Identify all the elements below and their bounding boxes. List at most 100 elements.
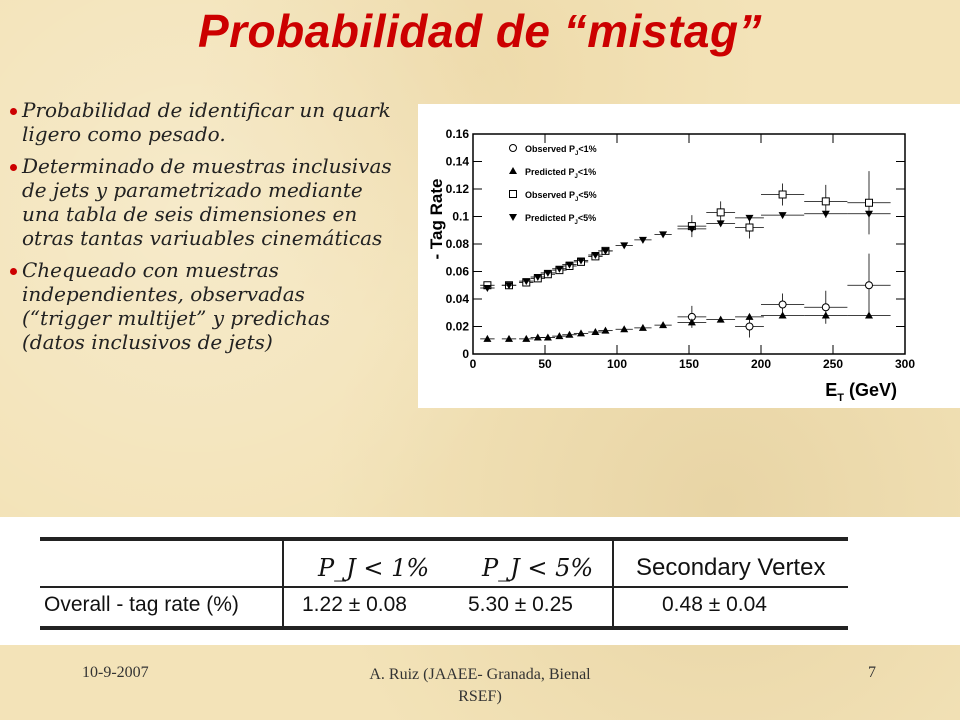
table-rule-mid xyxy=(40,586,848,588)
data-point xyxy=(565,261,574,269)
row-label: Overall - tag rate (%) xyxy=(44,593,239,616)
header-pj5: P_J < 5% xyxy=(482,554,593,583)
header-pj5-text: P_J < 5% xyxy=(482,554,594,582)
data-point xyxy=(591,252,600,259)
data-point xyxy=(865,281,873,290)
y-tick-label: 0 xyxy=(462,347,469,361)
data-point xyxy=(821,197,830,206)
y-tick-label: 0.04 xyxy=(446,292,470,306)
data-point xyxy=(716,208,725,217)
bullet-item: Determinado de muestras inclusivas de je… xyxy=(10,154,398,250)
data-point xyxy=(620,242,629,250)
x-tick-label: 300 xyxy=(895,357,915,371)
data-point xyxy=(601,326,610,334)
x-tick-label: 0 xyxy=(470,357,477,371)
y-tick-label: 0.08 xyxy=(446,237,470,251)
data-point xyxy=(543,269,552,277)
data-point xyxy=(522,334,531,342)
y-axis-label: - Tag Rate xyxy=(427,179,446,260)
header-pj1: P_J < 1% xyxy=(318,554,429,583)
bullet-text: Determinado de muestras inclusivas de je… xyxy=(22,154,392,250)
y-tick-label: 0.14 xyxy=(446,155,470,169)
data-point xyxy=(865,198,873,207)
chart-svg: 0 0.02 0.04 0.06 0.08 0.1 0.12 0.14 0.16 0 50 100 15… xyxy=(427,127,915,404)
data-point xyxy=(716,220,725,228)
table-rule-top xyxy=(40,537,848,541)
legend-label: Observed PJ<1% xyxy=(525,144,597,157)
legend-marker xyxy=(509,144,517,152)
data-point xyxy=(778,311,787,319)
data-point xyxy=(745,312,754,320)
bullet-item: Probabilidad de identificar un quark lig… xyxy=(10,98,398,146)
legend-marker xyxy=(509,214,517,221)
bullet-item: Chequeado con muestras independientes, o… xyxy=(10,258,398,354)
data-point xyxy=(778,212,787,220)
data-point xyxy=(687,225,696,233)
data-point xyxy=(591,328,600,335)
data-point xyxy=(543,333,552,341)
x-axis-label: ET (GeV) xyxy=(825,380,897,404)
bullet-dot-icon xyxy=(10,108,17,115)
tag-rate-chart: 0 0.02 0.04 0.06 0.08 0.1 0.12 0.14 0.16 0 50 100 15… xyxy=(418,104,960,408)
x-tick-label: 250 xyxy=(823,357,843,371)
row-pj5-value: 5.30 ± 0.25 xyxy=(468,593,573,616)
footer-date: 10-9-2007 xyxy=(82,664,149,681)
footer-author: A. Ruiz (JAAEE- Granada, Bienal RSEF) xyxy=(330,664,630,708)
data-point xyxy=(483,334,492,342)
header-pj1-text: P_J < 1% xyxy=(318,554,430,582)
slide-title: Probabilidad de “mistag” xyxy=(197,5,763,57)
table-divider xyxy=(612,541,614,626)
legend-label: Predicted PJ<5% xyxy=(525,213,596,226)
data-point xyxy=(821,303,830,312)
data-point xyxy=(533,333,542,341)
bullet-text: Probabilidad de identificar un quark lig… xyxy=(22,98,391,146)
header-secondary-vertex: Secondary Vertex xyxy=(636,554,826,581)
data-point xyxy=(659,231,668,239)
data-point xyxy=(505,334,513,342)
data-point xyxy=(745,214,754,222)
data-point xyxy=(565,330,574,338)
y-tick-label: 0.02 xyxy=(446,320,470,334)
data-point xyxy=(620,325,629,333)
data-point xyxy=(577,329,585,337)
data-point xyxy=(533,274,542,281)
y-tick-label: 0.06 xyxy=(446,265,470,279)
data-point xyxy=(865,210,873,218)
data-point xyxy=(601,247,610,255)
footer-author-line2: RSEF) xyxy=(458,688,502,705)
row-pj1-value: 1.22 ± 0.08 xyxy=(302,593,407,616)
legend-marker xyxy=(509,167,517,174)
data-point xyxy=(638,323,647,331)
x-tick-label: 50 xyxy=(538,357,552,371)
table-divider xyxy=(282,541,284,626)
footer-page-number: 7 xyxy=(868,664,876,681)
legend-label: Predicted PJ<1% xyxy=(525,167,596,180)
x-tick-label: 100 xyxy=(607,357,627,371)
data-point xyxy=(483,285,492,292)
x-tick-label: 150 xyxy=(679,357,699,371)
row-sv-value: 0.48 ± 0.04 xyxy=(662,593,767,616)
bullet-list: Probabilidad de identificar un quark lig… xyxy=(10,98,398,362)
data-point xyxy=(687,318,696,326)
data-point xyxy=(522,278,531,286)
legend-marker xyxy=(509,190,517,198)
data-point xyxy=(555,332,564,340)
data-point xyxy=(638,236,647,244)
bullet-dot-icon xyxy=(10,164,17,171)
legend-label: Observed PJ<5% xyxy=(525,190,597,203)
data-point xyxy=(821,311,830,319)
table-rule-bottom xyxy=(40,626,848,630)
bullet-text: Chequeado con muestras independientes, o… xyxy=(22,258,331,354)
data-point xyxy=(505,282,513,290)
data-point xyxy=(716,315,725,323)
footer-author-line1: A. Ruiz (JAAEE- Granada, Bienal xyxy=(369,666,591,683)
x-tick-label: 200 xyxy=(751,357,771,371)
data-point xyxy=(778,190,787,199)
data-point xyxy=(555,265,564,273)
data-point xyxy=(577,257,585,265)
y-tick-label: 0.1 xyxy=(452,210,469,224)
data-point xyxy=(821,210,830,218)
data-point xyxy=(659,321,668,329)
data-point xyxy=(745,223,754,232)
y-tick-label: 0.12 xyxy=(446,182,470,196)
